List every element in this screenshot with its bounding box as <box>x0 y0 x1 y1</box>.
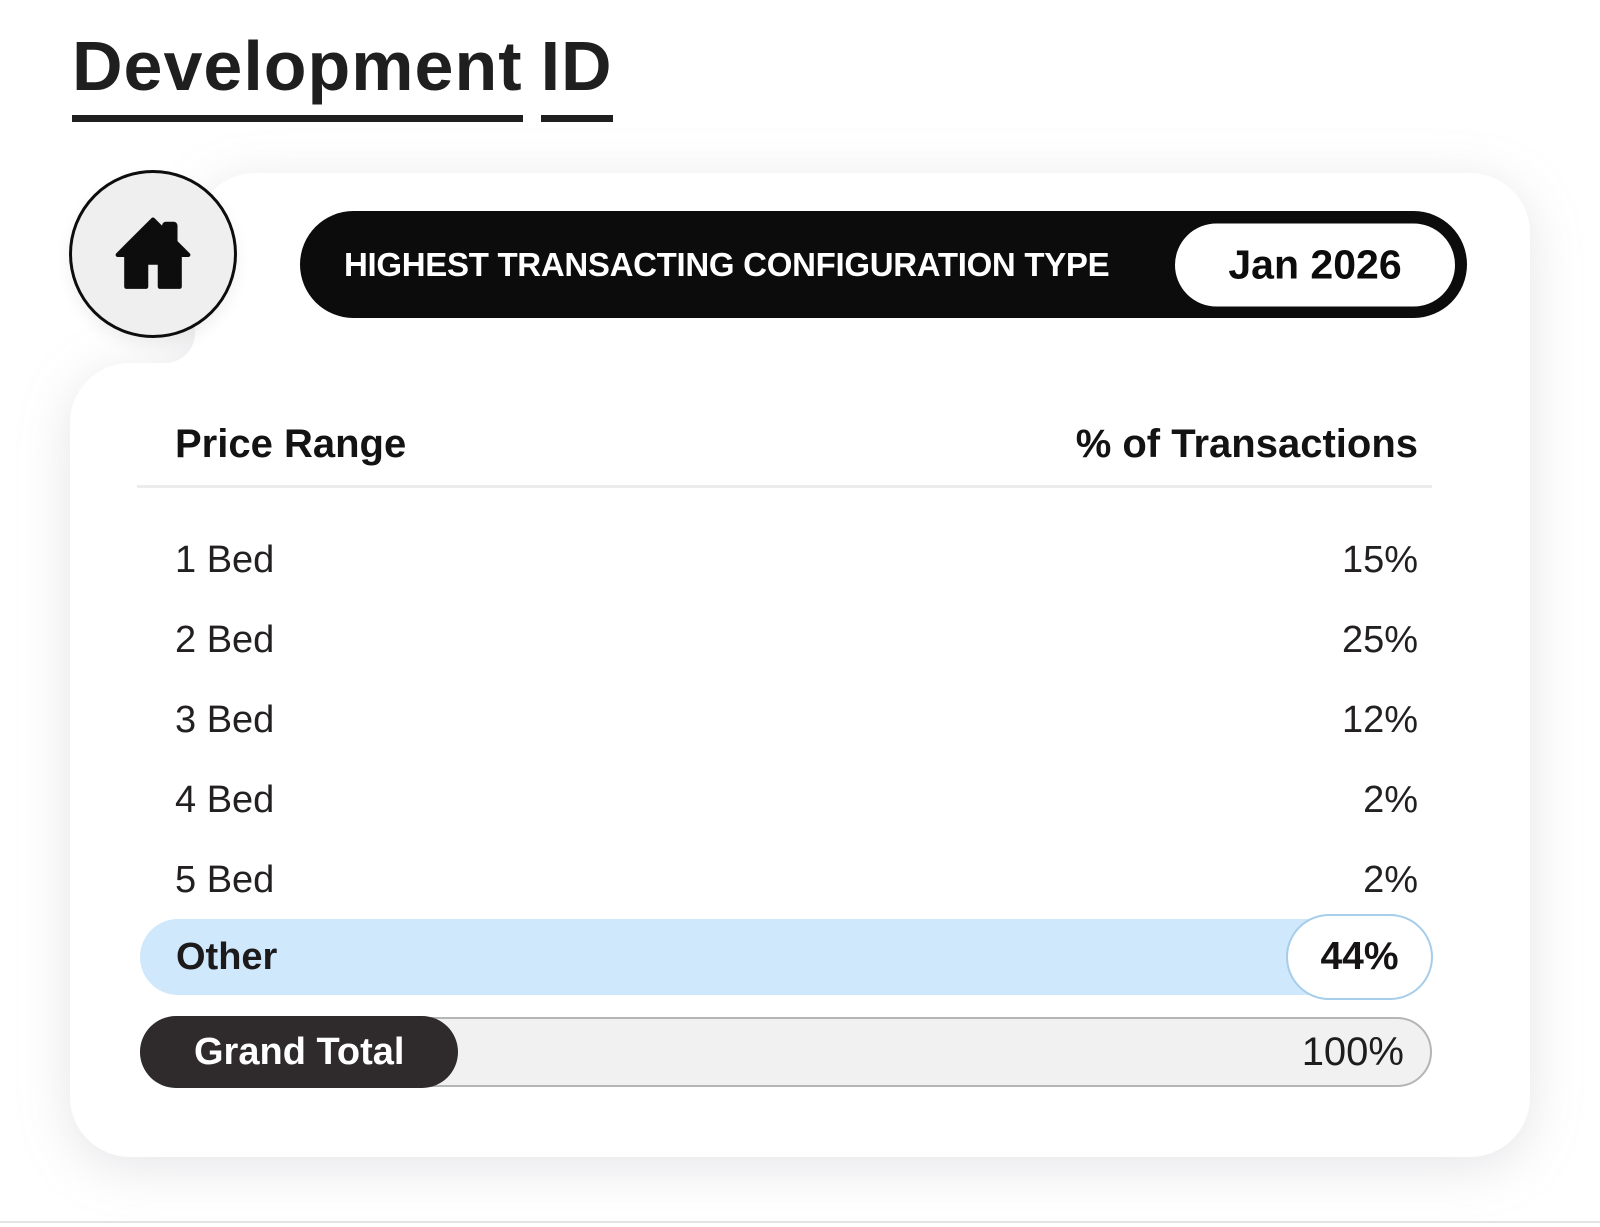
row-value: 2% <box>1363 778 1418 821</box>
table-row: 2 Bed 25% <box>137 600 1432 680</box>
grand-total-value: 100% <box>1301 1029 1404 1074</box>
table-header-divider <box>137 485 1432 488</box>
table-row: 5 Bed 2% <box>137 840 1432 920</box>
column-header-price-range: Price Range <box>175 421 407 466</box>
table-row: 3 Bed 12% <box>137 680 1432 760</box>
page-title-word: ID <box>540 26 613 122</box>
row-value: 12% <box>1341 698 1418 741</box>
row-label: 3 Bed <box>175 698 275 741</box>
table-row: 1 Bed 15% <box>137 520 1432 600</box>
page-title: Development ID <box>72 26 613 122</box>
table-header-row: Price Range % of Transactions <box>137 408 1432 480</box>
table-body: 1 Bed 15% 2 Bed 25% 3 Bed 12% 4 Bed 2% 5… <box>137 520 1432 920</box>
page-title-word: Development <box>72 26 523 122</box>
highlighted-row-other: Other 44% <box>140 914 1433 1000</box>
row-value: 15% <box>1341 538 1418 581</box>
row-label: Other <box>176 935 278 978</box>
highlighted-value-badge: 44% <box>1286 914 1433 1000</box>
row-label: 5 Bed <box>175 858 275 901</box>
widget-header: HIGHEST TRANSACTING CONFIGURATION TYPE J… <box>300 211 1467 318</box>
row-label: 2 Bed <box>175 618 275 661</box>
grand-total-label-badge: Grand Total <box>140 1016 459 1088</box>
column-header-pct-transactions: % of Transactions <box>1075 421 1418 466</box>
table-row: 4 Bed 2% <box>137 760 1432 840</box>
row-value: 25% <box>1341 618 1418 661</box>
home-icon <box>115 217 191 289</box>
grand-total-row: Grand Total 100% <box>140 1016 1432 1088</box>
row-label: 4 Bed <box>175 778 275 821</box>
bottom-divider <box>0 1221 1600 1223</box>
row-label: 1 Bed <box>175 538 275 581</box>
home-button[interactable] <box>69 170 237 338</box>
period-badge[interactable]: Jan 2026 <box>1167 215 1463 314</box>
row-value: 2% <box>1363 858 1418 901</box>
widget-header-label: HIGHEST TRANSACTING CONFIGURATION TYPE <box>344 245 1110 283</box>
